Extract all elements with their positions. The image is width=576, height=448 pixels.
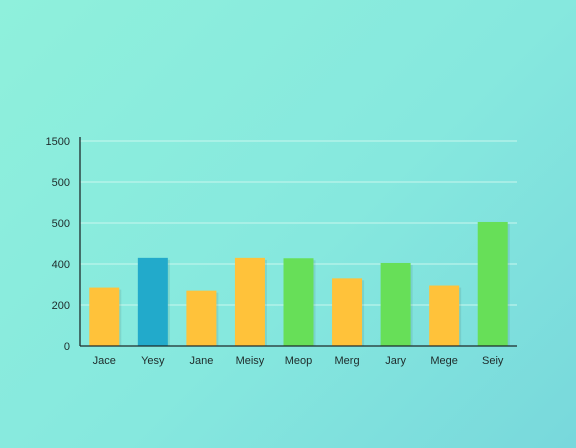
bar	[89, 287, 120, 346]
x-tick-label: Mege	[430, 355, 458, 367]
y-tick-label: 0	[64, 341, 70, 353]
bar	[477, 221, 508, 346]
bar	[429, 285, 460, 346]
x-axis-ticks: Jace Yesy Jane Meisy Meop Merg Jary Mege Seiy	[93, 355, 504, 367]
x-tick-label: Meop	[285, 355, 313, 367]
bar	[234, 257, 265, 346]
y-tick-label: 400	[52, 259, 70, 271]
bar	[186, 290, 217, 346]
bar	[283, 258, 314, 346]
y-axis-ticks: 0 200 400 500 500 1500	[46, 136, 70, 353]
x-tick-label: Meisy	[236, 355, 265, 367]
bar	[332, 278, 363, 346]
x-tick-label: Seiy	[482, 355, 504, 367]
y-tick-label: 500	[52, 218, 70, 230]
x-tick-label: Merg	[335, 355, 360, 367]
y-tick-label: 500	[52, 177, 70, 189]
x-tick-label: Jary	[385, 355, 406, 367]
x-tick-label: Jane	[189, 355, 213, 367]
bar	[380, 262, 411, 346]
bar	[137, 257, 168, 346]
bars	[89, 221, 510, 346]
x-tick-label: Jace	[93, 355, 116, 367]
y-tick-label: 1500	[46, 136, 70, 148]
x-tick-label: Yesy	[141, 355, 165, 367]
y-tick-label: 200	[52, 300, 70, 312]
